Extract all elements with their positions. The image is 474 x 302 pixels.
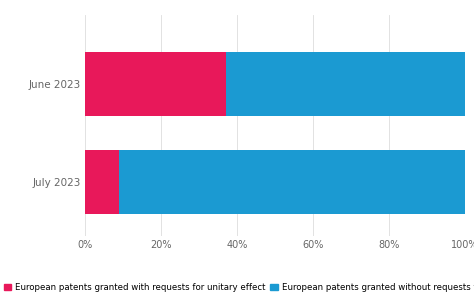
Legend: European patents granted with requests for unitary effect, European patents gran: European patents granted with requests f…	[0, 280, 474, 295]
Bar	[85, 150, 119, 214]
Bar	[119, 150, 465, 214]
Bar	[85, 52, 226, 116]
Bar	[226, 52, 465, 116]
